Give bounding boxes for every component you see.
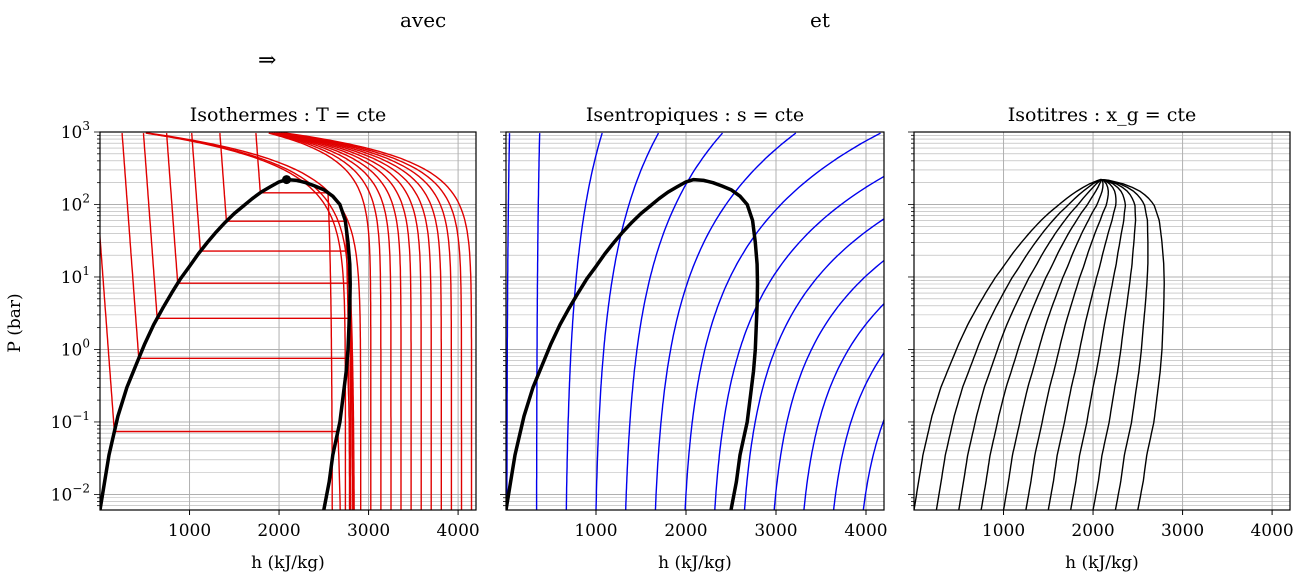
isentrope-line — [535, 133, 541, 510]
isotherm-line — [283, 132, 463, 510]
quality-line — [1025, 178, 1109, 510]
isotherm-line — [145, 132, 347, 510]
isotherm-line — [280, 132, 442, 510]
isentrope-line — [506, 133, 511, 510]
y-axis-label: P (bar) — [5, 293, 25, 352]
isotherm-line — [148, 132, 362, 510]
isentrope-line — [832, 351, 884, 510]
x-tick-label: 1000 — [168, 521, 211, 541]
isentrope-line — [565, 132, 603, 510]
quality-line — [1002, 178, 1104, 510]
x-tick-label: 3000 — [347, 521, 390, 541]
isotherm-line — [278, 132, 432, 510]
panel-title: Isotitres : x_g = cte — [1008, 104, 1197, 126]
x-tick-label: 1000 — [574, 521, 617, 541]
plot-frame — [913, 131, 1291, 511]
x-tick-label: 2000 — [664, 521, 707, 541]
x-tick-label: 4000 — [844, 521, 887, 541]
quality-line — [1047, 178, 1117, 510]
y-tick-label: 101 — [61, 264, 90, 288]
y-tick-label: 100 — [61, 336, 90, 360]
isentrope-line — [803, 302, 884, 510]
x-tick-label: 2000 — [257, 521, 300, 541]
saturation-dome — [100, 177, 352, 510]
quality-line — [1100, 178, 1149, 510]
quality-line — [1100, 178, 1165, 510]
x-tick-label: 1000 — [982, 521, 1025, 541]
critical-point — [282, 175, 292, 185]
quality-line — [958, 179, 1102, 510]
isotherm-line — [100, 228, 341, 510]
isentrope-line — [862, 417, 884, 510]
isotherm-line — [255, 133, 333, 510]
quality-line — [935, 178, 1101, 510]
quality-line — [1092, 178, 1137, 510]
grid — [914, 131, 1290, 510]
isentrope-line — [714, 175, 884, 510]
isotherm-line — [268, 132, 372, 510]
word-avec: avec — [400, 8, 447, 32]
isotherm-line — [271, 132, 392, 510]
isotherm-line — [219, 133, 351, 510]
x-tick-label: 4000 — [436, 521, 479, 541]
plot-frame — [99, 131, 477, 511]
plot-frame — [505, 131, 885, 511]
y-tick-label: 10−2 — [51, 481, 90, 505]
isentrope-line — [654, 132, 797, 510]
isentrope-line — [595, 132, 660, 510]
isentrope-line — [625, 132, 724, 510]
isentrope-line — [684, 132, 881, 510]
word-et: et — [810, 8, 830, 32]
x-tick-label: 3000 — [1161, 521, 1204, 541]
isotherm-line — [275, 132, 412, 510]
y-tick-label: 103 — [61, 119, 90, 143]
x-axis-label: h (kJ/kg) — [251, 553, 325, 573]
isotherm-line — [191, 133, 354, 510]
isotherm-line — [270, 132, 382, 510]
quality-line — [1070, 178, 1127, 510]
panel-title: Isentropiques : s = cte — [586, 104, 804, 126]
saturation-dome — [506, 177, 760, 510]
x-axis-label: h (kJ/kg) — [658, 553, 732, 573]
y-tick-label: 10−1 — [51, 409, 90, 433]
x-axis-label: h (kJ/kg) — [1065, 553, 1139, 573]
panel-title: Isothermes : T = cte — [190, 104, 387, 126]
isotherm-line — [282, 132, 453, 510]
x-tick-label: 2000 — [1071, 521, 1114, 541]
y-tick-label: 102 — [61, 191, 90, 215]
isotherm-line — [277, 132, 422, 510]
x-tick-label: 3000 — [754, 521, 797, 541]
quality-line — [980, 179, 1103, 510]
isentrope-line — [743, 218, 884, 510]
x-tick-label: 4000 — [1250, 521, 1293, 541]
isotherm-line — [273, 132, 402, 510]
implies-symbol: ⇒ — [258, 48, 277, 73]
isentrope-line — [773, 259, 884, 510]
quality-line — [914, 178, 1101, 510]
isotherm-line — [285, 132, 473, 510]
